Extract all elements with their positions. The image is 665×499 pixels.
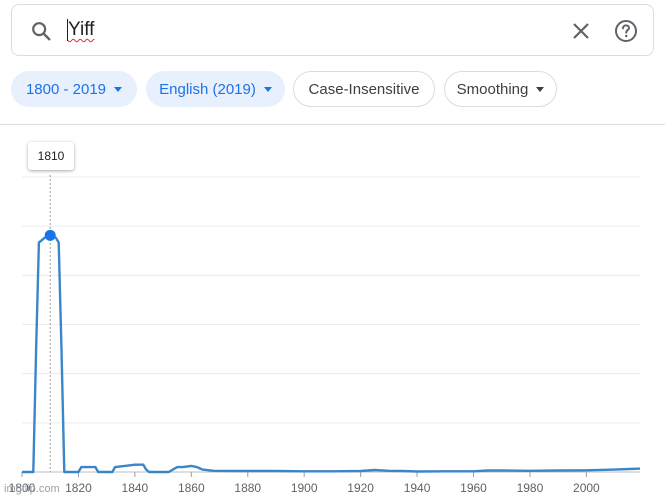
year-range-label: 1800 - 2019 <box>25 80 107 98</box>
corpus-dropdown[interactable]: English (2019) <box>146 71 285 107</box>
chevron-down-icon <box>114 86 123 92</box>
toolbar-divider <box>0 124 665 125</box>
close-icon[interactable] <box>571 21 591 41</box>
tooltip-year: 1810 <box>37 149 65 163</box>
x-tick-label: 1900 <box>291 481 318 495</box>
x-tick-label: 1820 <box>65 481 92 495</box>
watermark: imgflip.com <box>4 483 60 495</box>
year-tooltip: 1810 <box>28 142 74 170</box>
x-tick-label: 1940 <box>404 481 431 495</box>
ngram-chart[interactable]: 1800 1820 1840 1860 1880 1900 1920 1940 1960 1980… <box>0 125 665 499</box>
search-icon[interactable] <box>30 20 52 42</box>
x-tick-label: 1860 <box>178 481 205 495</box>
search-input[interactable]: Yiff <box>68 19 95 40</box>
x-tick-label: 1920 <box>347 481 374 495</box>
x-tick-label: 1840 <box>122 481 149 495</box>
x-tick-label: 2000 <box>573 481 600 495</box>
highlight-point <box>44 229 56 241</box>
x-tick-label: 1800 <box>9 481 36 495</box>
smoothing-dropdown[interactable]: Smoothing <box>444 71 557 107</box>
smoothing-label: Smoothing <box>456 80 529 98</box>
chevron-down-icon <box>536 86 545 92</box>
series-line-0 <box>22 234 641 474</box>
x-tick-label: 1980 <box>517 481 544 495</box>
year-range-dropdown[interactable]: 1800 - 2019 <box>11 71 137 107</box>
search-bar[interactable]: Yiff <box>11 4 654 56</box>
x-tick-label: 1960 <box>460 481 487 495</box>
chevron-down-icon <box>263 86 272 92</box>
x-tick-label: 1880 <box>234 481 261 495</box>
case-insensitive-label: Case-Insensitive <box>308 80 420 98</box>
corpus-label: English (2019) <box>159 80 256 98</box>
help-circle-icon[interactable] <box>614 19 638 43</box>
text-cursor <box>67 19 68 41</box>
case-insensitive-toggle[interactable]: Case-Insensitive <box>293 71 435 107</box>
